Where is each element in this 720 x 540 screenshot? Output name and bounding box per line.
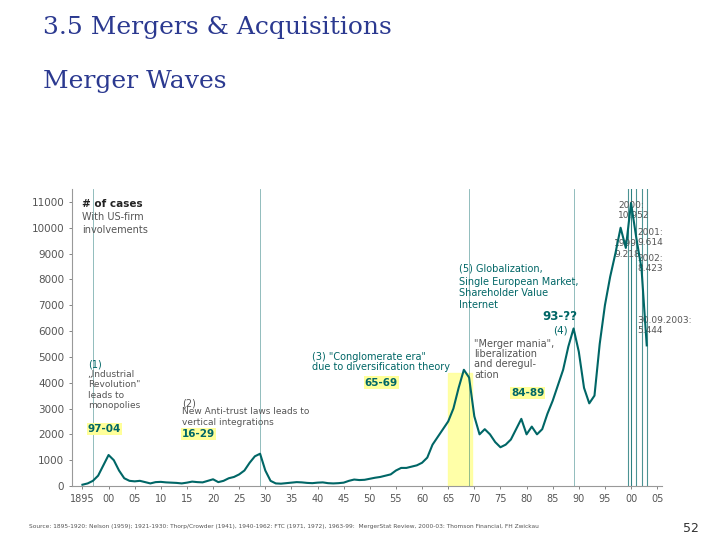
Text: (1): (1)	[88, 360, 102, 369]
Text: liberalization: liberalization	[474, 349, 537, 359]
Text: Single European Market,: Single European Market,	[459, 277, 578, 287]
Text: 16-29: 16-29	[181, 429, 215, 439]
Text: ation: ation	[474, 370, 499, 380]
Text: New Anti-trust laws leads to
vertical integrations: New Anti-trust laws leads to vertical in…	[181, 407, 309, 427]
Text: 2002:: 2002:	[637, 254, 663, 262]
Text: 3.5 Mergers & Acquisitions: 3.5 Mergers & Acquisitions	[43, 16, 392, 39]
Text: 5.444: 5.444	[637, 326, 663, 335]
Text: 93-??: 93-??	[542, 310, 577, 323]
Text: involvements: involvements	[83, 225, 148, 235]
Text: With US-firm: With US-firm	[83, 212, 144, 222]
Text: 2001:: 2001:	[637, 228, 663, 237]
Text: „Industrial
Revolution"
leads to
monopolies: „Industrial Revolution" leads to monopol…	[88, 370, 140, 410]
Text: 10.952: 10.952	[618, 211, 649, 220]
Text: "Merger mania",: "Merger mania",	[474, 339, 554, 349]
Text: Internet: Internet	[459, 300, 498, 310]
Text: (4): (4)	[553, 326, 567, 336]
Text: 65-69: 65-69	[364, 377, 397, 388]
Text: 30.09.2003:: 30.09.2003:	[637, 315, 692, 325]
Text: (2): (2)	[181, 398, 196, 408]
Text: Merger Waves: Merger Waves	[43, 70, 227, 93]
Text: # of cases: # of cases	[83, 199, 143, 210]
Text: 1999:: 1999:	[614, 239, 640, 248]
Text: Source: 1895-1920: Nelson (1959); 1921-1930: Thorp/Crowder (1941), 1940-1962: FT: Source: 1895-1920: Nelson (1959); 1921-1…	[29, 524, 539, 529]
Text: 2000:: 2000:	[618, 201, 644, 210]
Text: 8.423: 8.423	[637, 264, 663, 273]
Text: (5) Globalization,: (5) Globalization,	[459, 264, 542, 274]
Bar	[448, 373, 472, 486]
Text: due to diversification theory: due to diversification theory	[312, 362, 450, 372]
Text: 9.218: 9.218	[614, 249, 640, 259]
Text: Shareholder Value: Shareholder Value	[459, 288, 548, 299]
Text: and deregul-: and deregul-	[474, 360, 536, 369]
Text: 97-04: 97-04	[88, 424, 121, 434]
Text: 84-89: 84-89	[511, 388, 544, 398]
Text: 52: 52	[683, 522, 698, 535]
Text: 9.614: 9.614	[637, 238, 663, 247]
Text: (3) "Conglomerate era": (3) "Conglomerate era"	[312, 352, 426, 362]
